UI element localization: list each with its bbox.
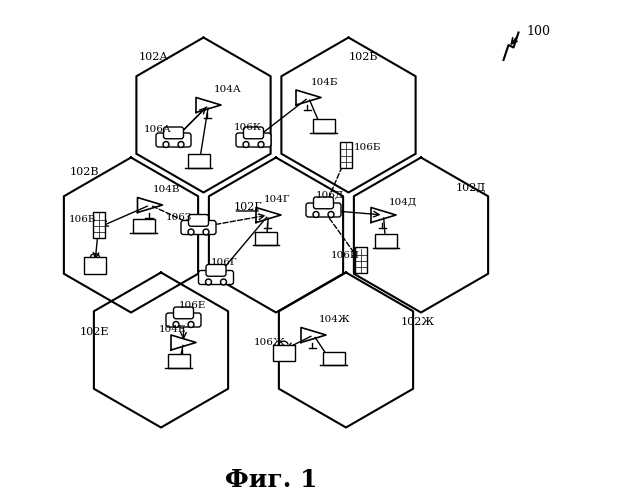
Bar <box>340 142 352 168</box>
Circle shape <box>190 323 192 326</box>
FancyBboxPatch shape <box>243 127 264 139</box>
Text: 106В: 106В <box>68 216 96 224</box>
Text: 102Г: 102Г <box>233 202 262 212</box>
Bar <box>93 212 104 238</box>
Circle shape <box>330 213 333 216</box>
FancyBboxPatch shape <box>236 133 271 147</box>
Text: 104Г: 104Г <box>264 196 290 204</box>
FancyBboxPatch shape <box>164 127 183 139</box>
Text: 104Д: 104Д <box>389 198 417 207</box>
Text: 106Г: 106Г <box>211 258 238 267</box>
Circle shape <box>244 143 248 146</box>
Bar <box>312 120 335 132</box>
Circle shape <box>258 142 264 148</box>
Circle shape <box>173 322 179 328</box>
FancyBboxPatch shape <box>206 264 226 276</box>
Circle shape <box>221 279 226 285</box>
Circle shape <box>178 142 184 148</box>
Circle shape <box>205 279 211 285</box>
Circle shape <box>313 212 319 218</box>
Bar <box>255 232 277 245</box>
Text: 100: 100 <box>526 25 550 38</box>
Text: 106И: 106И <box>331 250 360 260</box>
Circle shape <box>190 230 192 234</box>
FancyBboxPatch shape <box>181 220 216 234</box>
Circle shape <box>243 142 249 148</box>
Text: 106А: 106А <box>144 126 171 134</box>
Text: 106Д: 106Д <box>316 190 344 200</box>
Circle shape <box>180 143 182 146</box>
FancyBboxPatch shape <box>174 307 193 319</box>
Circle shape <box>259 143 262 146</box>
Circle shape <box>315 213 317 216</box>
FancyBboxPatch shape <box>313 197 333 209</box>
Circle shape <box>203 229 209 235</box>
Text: 102Д: 102Д <box>456 182 486 192</box>
Text: 102Б: 102Б <box>348 52 378 62</box>
FancyBboxPatch shape <box>188 214 208 226</box>
Bar <box>167 354 190 368</box>
Text: 102Ж: 102Ж <box>401 317 435 327</box>
Circle shape <box>188 229 194 235</box>
Text: 106К: 106К <box>233 123 261 132</box>
Circle shape <box>164 143 167 146</box>
Text: 104Б: 104Б <box>311 78 338 87</box>
Bar <box>84 257 106 274</box>
Text: 102А: 102А <box>139 52 168 62</box>
Bar <box>132 220 154 232</box>
Circle shape <box>188 322 194 328</box>
FancyBboxPatch shape <box>156 133 191 147</box>
Circle shape <box>163 142 169 148</box>
Text: 106З: 106З <box>166 213 192 222</box>
Bar <box>187 154 210 168</box>
Bar <box>375 234 397 248</box>
Bar <box>322 352 345 365</box>
Circle shape <box>222 280 225 283</box>
Text: 104В: 104В <box>152 186 180 194</box>
Circle shape <box>328 212 334 218</box>
Text: 102В: 102В <box>70 167 100 177</box>
Text: 106Б: 106Б <box>353 143 381 152</box>
Text: 104Е: 104Е <box>159 326 186 334</box>
Text: Фиг. 1: Фиг. 1 <box>225 468 317 492</box>
Circle shape <box>175 323 177 326</box>
Bar <box>355 248 367 272</box>
Circle shape <box>205 230 208 234</box>
Text: 106Ж: 106Ж <box>254 338 285 347</box>
Text: 104А: 104А <box>213 86 241 94</box>
FancyBboxPatch shape <box>198 270 233 284</box>
Text: 104Ж: 104Ж <box>318 316 350 324</box>
Text: 102Е: 102Е <box>80 327 109 337</box>
Bar <box>272 344 294 361</box>
Text: 106Е: 106Е <box>179 300 206 310</box>
FancyBboxPatch shape <box>166 313 201 327</box>
FancyBboxPatch shape <box>306 203 341 217</box>
Circle shape <box>207 280 210 283</box>
